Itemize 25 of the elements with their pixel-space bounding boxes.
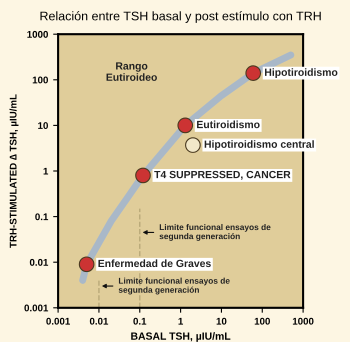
y-tick-label: 1000 [27,30,48,38]
series-label: Hipotiroidismo central [204,140,314,150]
y-tick-label: 0.001 [24,304,48,312]
y-tick-label: 0.01 [30,258,48,266]
x-tick-label: 10 [216,318,226,325]
x-tick-label: 100 [254,318,270,325]
x-tick-label: 0.001 [46,318,70,325]
series-label: Enfermedad de Graves [98,259,211,268]
x-axis-title: BASAL TSH, µIU/mL [131,332,230,342]
x-tick-label: 0.01 [90,318,108,325]
x-tick-label: 0.1 [133,318,146,325]
series-label: T4 SUPPRESSED, CANCER [154,170,290,180]
y-tick-label: 100 [32,76,48,84]
x-tick-label: 1 [178,318,184,325]
series-label: Hipotiroidismo [265,68,338,78]
chart-title: Relación entre TSH basal y post estímulo con TRH [40,11,321,23]
y-tick-label: 1 [44,168,48,175]
annotation: Rango Eutiroideo [106,62,157,81]
series-label: Eutiroidismo [197,120,260,128]
y-tick-label: 0.1 [35,213,48,220]
x-tick-label: 1000 [292,318,314,325]
y-tick-label: 10 [38,122,48,130]
annotation: Limite funcional ensayos de segunda generación [160,224,271,241]
annotation: Limite funcional ensayos de segunda generación [118,278,230,294]
y-axis-title: TRH-STIMULATED ∆ TSH, µIU/mL [9,94,18,248]
